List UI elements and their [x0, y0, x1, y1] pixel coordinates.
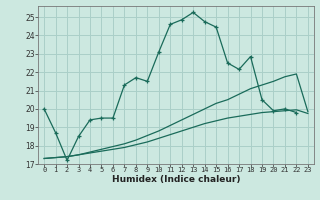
X-axis label: Humidex (Indice chaleur): Humidex (Indice chaleur): [112, 175, 240, 184]
